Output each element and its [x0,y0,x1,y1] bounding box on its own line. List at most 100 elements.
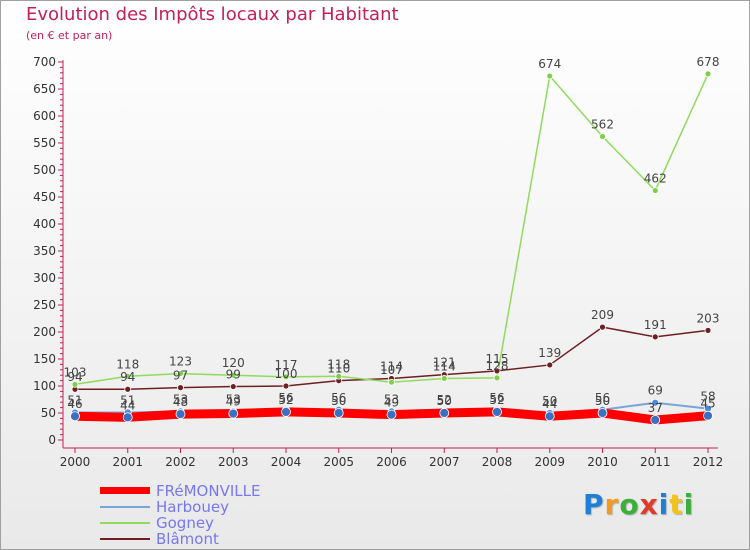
data-label: 118 [116,357,139,371]
x-tick-label: 2005 [323,455,354,469]
data-point [335,372,343,380]
data-point [124,385,132,393]
proxiti-logo: Proxiti [583,488,694,521]
data-label: 56 [278,391,293,405]
legend-label-gogney: Gogney [156,514,214,532]
data-point [282,373,290,381]
x-tick-label: 2010 [587,455,618,469]
x-tick-label: 2000 [60,455,91,469]
data-point [599,323,606,331]
data-label: 49 [226,395,241,409]
data-label: 50 [437,394,452,408]
logo-letter: P [583,488,605,521]
logo-letter: t [669,488,684,521]
legend-label-fremonville: FRéMONVILLE [156,482,261,500]
y-tick-label: 400 [33,217,56,231]
data-label: 115 [486,352,509,366]
data-label: 121 [433,356,456,370]
data-label: 53 [384,392,399,406]
data-label: 100 [275,367,298,381]
x-tick-label: 2002 [165,455,196,469]
data-point [703,410,713,421]
data-label: 110 [327,362,350,376]
legend-label-blamont: Blâmont [156,530,219,548]
data-point [650,415,661,425]
data-point [493,367,501,375]
data-label: 203 [697,311,720,325]
y-tick-label: 0 [48,433,56,447]
data-label: 114 [433,359,456,373]
data-label: 53 [226,392,241,406]
data-label: 45 [700,397,715,411]
data-point [333,408,344,418]
data-label: 49 [384,396,399,410]
data-label: 139 [538,346,561,360]
y-tick-label: 650 [33,82,56,96]
data-label: 50 [542,394,557,408]
data-label: 48 [173,395,188,409]
y-tick-label: 550 [33,136,56,150]
chart-title: Evolution des Impôts locaux par Habitant [26,4,399,25]
data-label: 107 [380,363,403,377]
data-label: 128 [486,359,509,373]
y-tick-label: 200 [33,325,56,339]
data-label: 58 [700,390,715,404]
data-point [175,409,186,419]
data-point [229,371,237,379]
data-point [177,384,184,392]
data-label: 52 [437,393,452,407]
data-point [546,361,554,369]
logo-letter: x [639,488,659,521]
y-tick-label: 250 [33,298,56,312]
chart-axes: 0501001502002503003504004505005506006507… [33,55,723,469]
y-tick-label: 700 [33,55,56,69]
data-label: 51 [67,393,82,407]
data-point [651,333,659,341]
data-label: 114 [380,359,403,373]
legend-label-harbouey: Harbouey [156,498,229,516]
data-label: 678 [697,55,720,69]
y-tick-label: 500 [33,163,56,177]
data-label: 52 [278,393,293,407]
data-label: 56 [489,391,504,405]
x-tick-label: 2007 [429,455,460,469]
data-point [439,408,450,418]
chart-subtitle: (en € et par an) [26,29,113,42]
x-tick-label: 2006 [376,455,407,469]
data-point [651,187,659,194]
logo-letter: i [658,488,670,521]
data-point [704,70,712,78]
x-tick-label: 2004 [271,455,302,469]
data-label: 97 [173,369,188,383]
data-label: 46 [67,397,82,411]
data-point [177,370,184,377]
legend-swatch-blamont [100,538,150,540]
data-point [282,382,290,390]
data-point [229,383,237,390]
x-tick-label: 2008 [482,455,513,469]
logo-letter: o [619,488,640,521]
data-label: 99 [226,368,241,382]
legend-swatch-fremonville [100,487,150,494]
data-label: 53 [173,392,188,406]
y-tick-label: 600 [33,109,56,123]
data-point [493,374,501,382]
x-tick-label: 2009 [534,455,565,469]
logo-letter: i [683,488,695,521]
series-layer [70,70,713,425]
data-label: 94 [120,370,135,384]
data-point [281,407,291,417]
data-point [71,380,79,388]
data-label: 120 [222,356,245,370]
data-label: 44 [120,398,135,412]
y-tick-label: 50 [41,406,56,420]
logo-letter: r [604,488,620,521]
x-tick-label: 2011 [640,455,671,469]
data-point [544,411,555,422]
legend-swatch-harbouey [100,506,150,508]
data-label: 50 [331,394,346,408]
data-label: 94 [67,370,82,384]
data-label: 209 [591,308,614,322]
